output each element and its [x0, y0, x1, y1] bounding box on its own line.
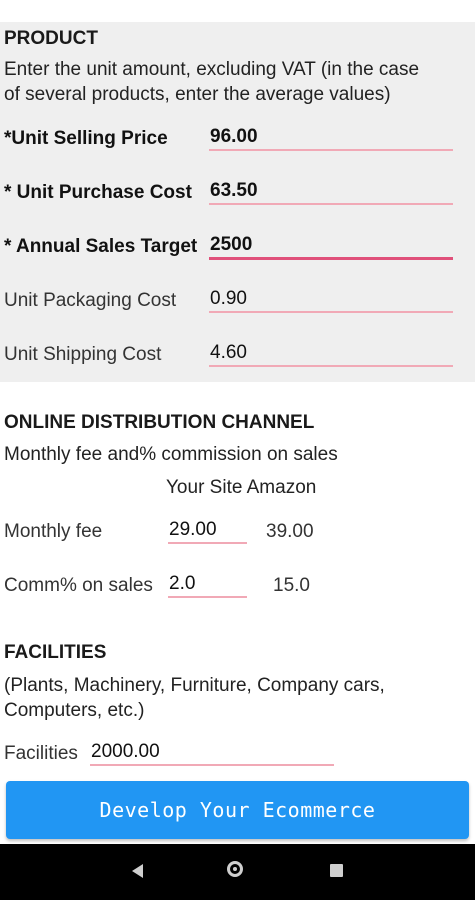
online-channel-heading: ONLINE DISTRIBUTION CHANNEL: [4, 412, 315, 433]
product-description-line-2: of several products, enter the average v…: [4, 84, 391, 105]
home-icon[interactable]: [227, 861, 243, 877]
recent-apps-icon[interactable]: [330, 864, 343, 877]
unit-selling-price-input[interactable]: 96.00: [209, 125, 453, 151]
facilities-description-line-2: Computers, etc.): [4, 700, 145, 721]
status-bar-area: [0, 0, 475, 22]
unit-packaging-cost-label: Unit Packaging Cost: [4, 290, 177, 311]
unit-packaging-cost-input[interactable]: 0.90: [209, 287, 453, 313]
annual-sales-target-input[interactable]: 2500: [209, 233, 453, 260]
online-channel-description: Monthly fee and% commission on sales: [4, 444, 338, 465]
monthly-fee-your-site-input[interactable]: 29.00: [168, 518, 247, 544]
product-heading: PRODUCT: [4, 28, 98, 49]
facilities-input[interactable]: 2000.00: [90, 740, 334, 766]
system-nav-bar: [0, 844, 475, 900]
commission-amazon-value: 15.0: [273, 575, 310, 596]
facilities-description-line-1: (Plants, Machinery, Furniture, Company c…: [4, 675, 385, 696]
unit-purchase-cost-input[interactable]: 63.50: [209, 179, 453, 205]
facilities-heading: FACILITIES: [4, 642, 107, 663]
commission-label: Comm% on sales: [4, 575, 153, 596]
unit-purchase-cost-label: * Unit Purchase Cost: [4, 182, 192, 203]
annual-sales-target-label: * Annual Sales Target: [4, 236, 198, 257]
unit-shipping-cost-label: Unit Shipping Cost: [4, 344, 162, 365]
back-icon[interactable]: [132, 864, 143, 878]
develop-ecommerce-button[interactable]: Develop Your Ecommerce: [6, 781, 469, 839]
channel-columns-header: Your Site Amazon: [166, 477, 317, 498]
product-section: PRODUCT Enter the unit amount, excluding…: [0, 22, 475, 382]
facilities-label: Facilities: [4, 743, 78, 764]
unit-selling-price-label: *Unit Selling Price: [4, 128, 168, 149]
product-description-line-1: Enter the unit amount, excluding VAT (in…: [4, 59, 420, 80]
unit-shipping-cost-input[interactable]: 4.60: [209, 341, 453, 367]
monthly-fee-label: Monthly fee: [4, 521, 103, 542]
commission-your-site-input[interactable]: 2.0: [168, 572, 247, 598]
monthly-fee-amazon-value: 39.00: [266, 521, 314, 542]
